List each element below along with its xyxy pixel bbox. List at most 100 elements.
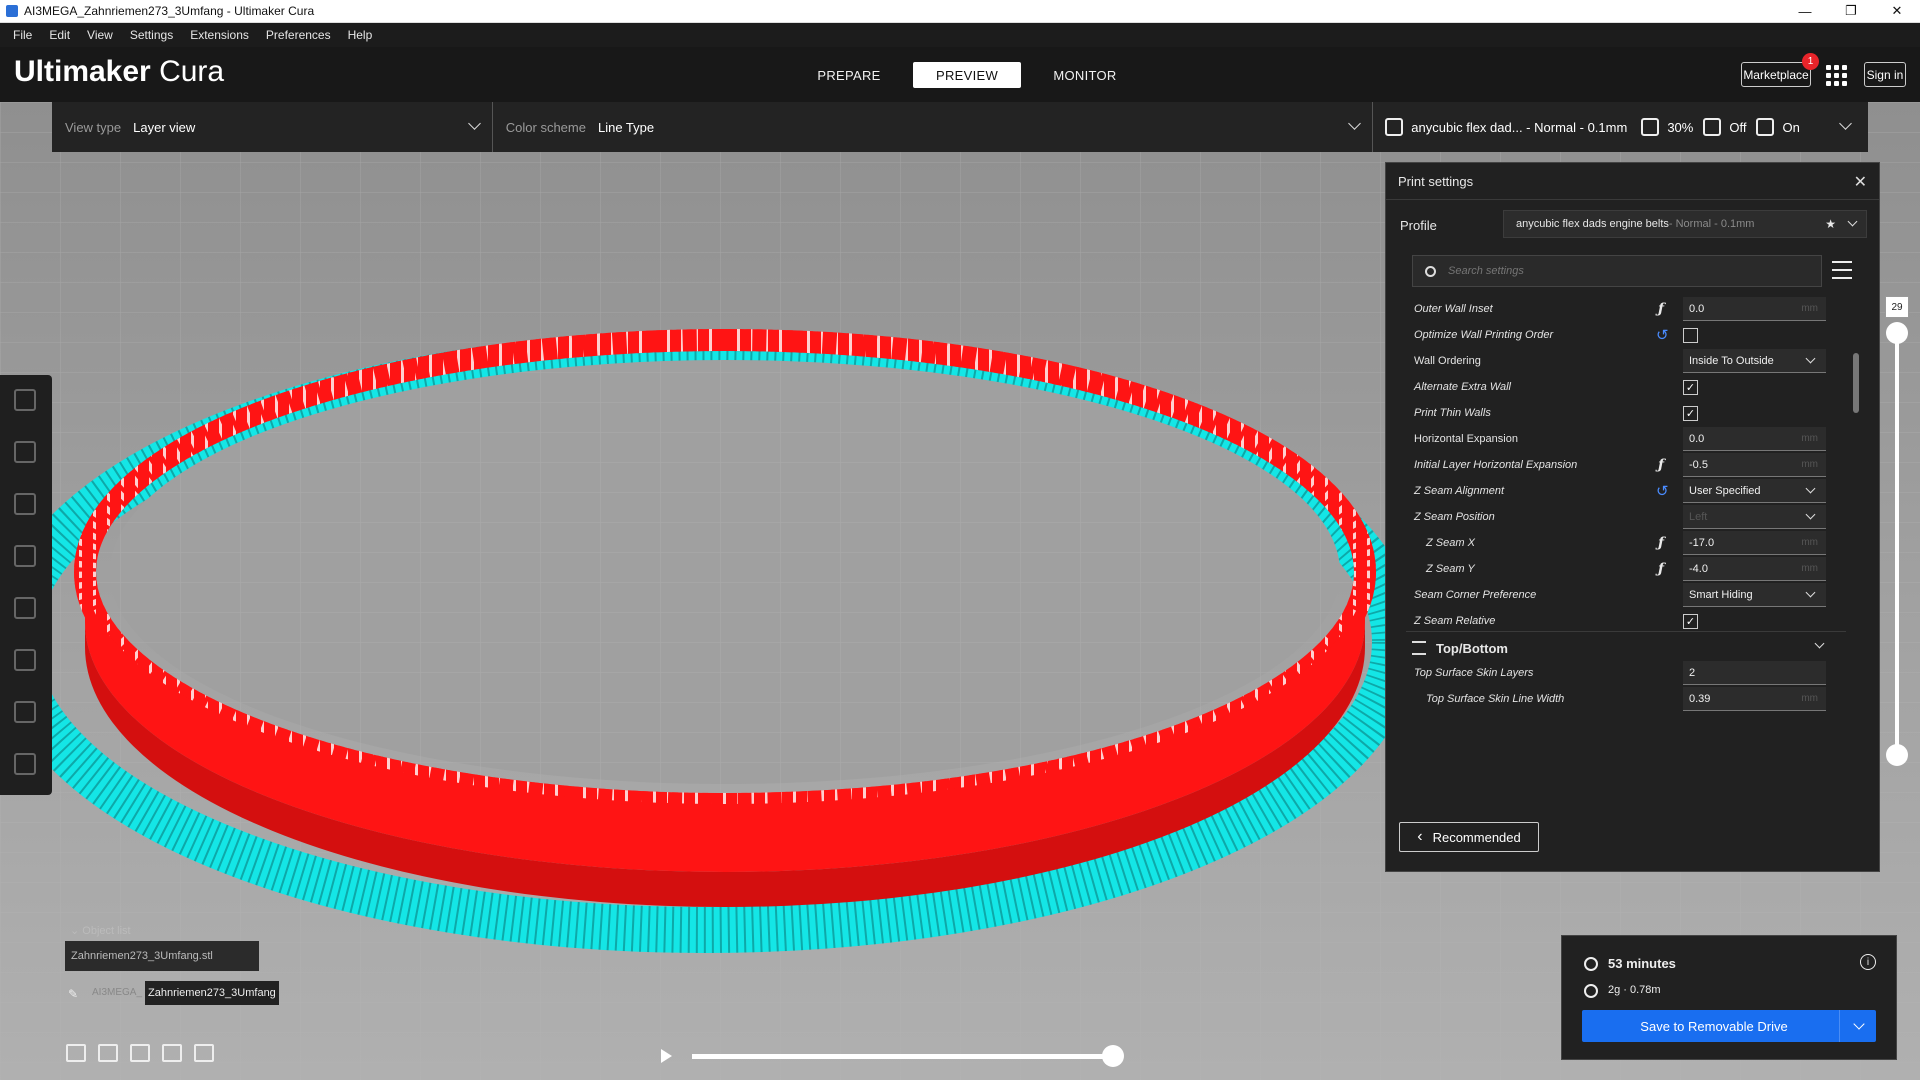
star-icon[interactable]: ★: [1825, 217, 1836, 231]
color-scheme-dropdown[interactable]: Color scheme Line Type: [493, 102, 1373, 152]
menu-help[interactable]: Help: [347, 28, 373, 42]
setting-row: Seam Corner Preference Smart Hiding: [1406, 579, 1846, 611]
simulation-slider-track[interactable]: [692, 1054, 1114, 1059]
setting-input[interactable]: -0.5 mm: [1683, 453, 1826, 477]
layer-number[interactable]: 29: [1885, 296, 1909, 318]
window-titlebar: AI3MEGA_Zahnriemen273_3Umfang - Ultimake…: [0, 0, 1920, 23]
minimize-icon[interactable]: —: [1798, 3, 1812, 19]
menu-preferences[interactable]: Preferences: [265, 28, 331, 42]
pencil-icon[interactable]: ✎: [68, 987, 79, 1001]
setting-label: Z Seam X: [1426, 537, 1475, 549]
scale-tool-icon[interactable]: [14, 441, 36, 463]
menu-edit[interactable]: Edit: [49, 28, 71, 42]
setting-input[interactable]: 0.0 mm: [1683, 297, 1826, 321]
infill-value: 30%: [1667, 119, 1694, 135]
menu-extensions[interactable]: Extensions: [190, 28, 249, 42]
color-scheme-value: Line Type: [597, 119, 655, 135]
measure-tool-icon[interactable]: [14, 701, 36, 723]
settings-scrollbar[interactable]: [1853, 353, 1859, 413]
reset-icon[interactable]: ↺: [1656, 327, 1669, 344]
brand-logo: Ultimaker Cura: [14, 55, 224, 89]
function-fx-icon[interactable]: ƒ: [1658, 535, 1665, 551]
apps-grid-icon[interactable]: [1826, 65, 1847, 86]
setting-input[interactable]: 0.0 mm: [1683, 427, 1826, 451]
chevron-down-icon: [1805, 509, 1816, 520]
layer-slider-lower-handle[interactable]: [1886, 744, 1908, 766]
maximize-icon[interactable]: ❐: [1845, 3, 1857, 18]
tab-preview[interactable]: PREVIEW: [913, 62, 1021, 88]
close-window-icon[interactable]: ✕: [1891, 3, 1903, 18]
menu-settings[interactable]: Settings: [129, 28, 174, 42]
adhesion-icon: [1756, 118, 1775, 136]
delete-icon[interactable]: [14, 753, 36, 775]
setting-checkbox[interactable]: ✓: [1683, 379, 1698, 395]
setting-dropdown[interactable]: User Specified: [1683, 479, 1826, 503]
setting-input[interactable]: -4.0 mm: [1683, 557, 1826, 581]
setting-row: Top Surface Skin Layers 2: [1406, 657, 1846, 689]
menu-file[interactable]: File: [13, 28, 33, 42]
marketplace-button[interactable]: Marketplace: [1741, 62, 1811, 87]
setting-value: -17.0: [1689, 536, 1715, 549]
left-view-icon[interactable]: [162, 1044, 182, 1062]
tab-monitor[interactable]: MONITOR: [1053, 67, 1117, 83]
job-name-field[interactable]: Zahnriemen273_3Umfang: [145, 981, 279, 1005]
info-icon[interactable]: i: [1860, 954, 1876, 970]
play-icon[interactable]: [661, 1049, 672, 1063]
settings-list[interactable]: Outer Wall Inset ƒ 0.0 mm Optimize Wall Prin…: [1406, 291, 1846, 801]
setting-dropdown[interactable]: Inside To Outside: [1683, 349, 1826, 373]
search-input[interactable]: [1446, 264, 1790, 278]
setting-unit: mm: [1801, 303, 1818, 314]
profile-label: Profile: [1400, 218, 1437, 233]
object-list-toggle[interactable]: ⌄ Object list: [70, 925, 131, 937]
setting-checkbox[interactable]: ✓: [1683, 405, 1698, 421]
profile-dropdown[interactable]: anycubic flex dads engine belts - Normal…: [1503, 210, 1867, 238]
support-blocker-icon[interactable]: [14, 649, 36, 671]
setting-value: Left: [1689, 510, 1708, 523]
mirror-tool-icon[interactable]: [14, 545, 36, 567]
chevron-down-icon: [1805, 353, 1816, 364]
window-controls: — ❐ ✕: [1782, 0, 1920, 22]
layer-slider-track[interactable]: [1895, 330, 1899, 755]
setting-row: Wall Ordering Inside To Outside: [1406, 345, 1846, 377]
sign-in-button[interactable]: Sign in: [1864, 62, 1906, 87]
left-toolbar: [0, 375, 52, 795]
setting-row: Optimize Wall Printing Order ↺: [1406, 319, 1846, 351]
view-toolbar: View type Layer view Color scheme Line T…: [52, 102, 1868, 152]
3d-view-icon[interactable]: [66, 1044, 86, 1062]
print-setup-selector[interactable]: anycubic flex dad... - Normal - 0.1mm 30…: [1373, 102, 1868, 152]
setting-checkbox[interactable]: ✓: [1683, 613, 1698, 629]
recommended-button[interactable]: ‹ Recommended: [1399, 822, 1539, 852]
reset-icon[interactable]: ↺: [1656, 483, 1669, 500]
setting-value: Smart Hiding: [1689, 588, 1753, 601]
setting-row: Top Surface Skin Line Width 0.39 mm: [1406, 683, 1846, 715]
setting-checkbox[interactable]: [1683, 327, 1698, 343]
rotate-tool-icon[interactable]: [14, 493, 36, 515]
setting-input[interactable]: -17.0 mm: [1683, 531, 1826, 555]
settings-menu-icon[interactable]: [1832, 261, 1852, 279]
function-fx-icon[interactable]: ƒ: [1658, 561, 1665, 577]
simulation-slider-handle[interactable]: [1102, 1045, 1124, 1067]
view-type-dropdown[interactable]: View type Layer view: [52, 102, 492, 152]
menu-view[interactable]: View: [87, 28, 113, 42]
chevron-down-icon: [1847, 216, 1858, 227]
category-top-bottom[interactable]: Top/Bottom: [1406, 631, 1846, 664]
per-model-settings-icon[interactable]: [14, 597, 36, 619]
app-header: Ultimaker Cura PREPARE PREVIEW MONITOR M…: [0, 47, 1920, 102]
setting-row: Alternate Extra Wall ✓: [1406, 371, 1846, 403]
layer-slider-upper-handle[interactable]: [1886, 322, 1908, 344]
setting-dropdown[interactable]: Smart Hiding: [1683, 583, 1826, 607]
setting-input[interactable]: 2: [1683, 661, 1826, 685]
close-icon[interactable]: ✕: [1853, 174, 1867, 191]
move-tool-icon[interactable]: [14, 389, 36, 411]
function-fx-icon[interactable]: ƒ: [1658, 457, 1665, 473]
function-fx-icon[interactable]: ƒ: [1658, 301, 1665, 317]
save-to-removable-drive-button[interactable]: Save to Removable Drive: [1582, 1010, 1876, 1042]
right-view-icon[interactable]: [194, 1044, 214, 1062]
setting-dropdown[interactable]: Left: [1683, 505, 1826, 529]
tab-prepare[interactable]: PREPARE: [817, 67, 881, 83]
setting-input[interactable]: 0.39 mm: [1683, 687, 1826, 711]
chevron-down-icon[interactable]: [1853, 1018, 1865, 1030]
top-view-icon[interactable]: [130, 1044, 150, 1062]
object-list-item[interactable]: Zahnriemen273_3Umfang.stl: [65, 941, 259, 971]
front-view-icon[interactable]: [98, 1044, 118, 1062]
